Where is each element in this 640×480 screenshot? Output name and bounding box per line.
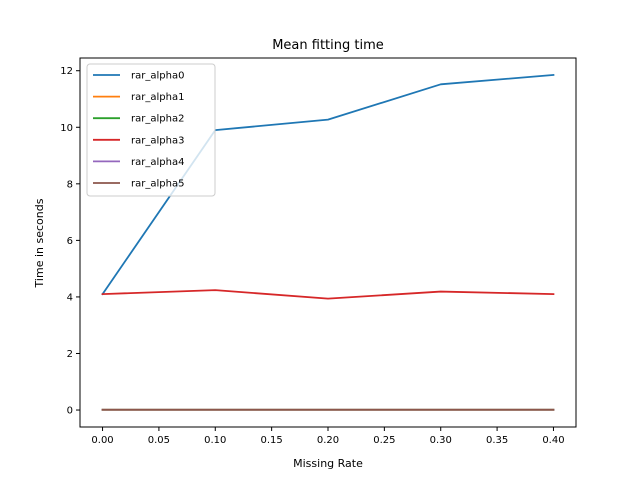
legend-label-rar_alpha1: rar_alpha1 xyxy=(131,92,184,103)
x-tick-label: 0.10 xyxy=(204,435,226,446)
y-axis-label: Time in seconds xyxy=(33,198,46,288)
y-tick-label: 6 xyxy=(67,236,73,247)
legend-label-rar_alpha3: rar_alpha3 xyxy=(131,135,184,146)
series-line-rar_alpha3 xyxy=(101,289,555,300)
x-tick-label: 0.15 xyxy=(261,435,283,446)
legend-box xyxy=(86,63,216,197)
x-tick-label: 0.35 xyxy=(486,435,508,446)
x-axis-label: Missing Rate xyxy=(293,457,363,470)
x-tick-label: 0.00 xyxy=(91,435,113,446)
y-tick-label: 2 xyxy=(67,349,73,360)
x-tick-label: 0.25 xyxy=(373,435,395,446)
chart-title: Mean fitting time xyxy=(272,38,384,53)
legend-label-rar_alpha0: rar_alpha0 xyxy=(131,71,184,82)
y-tick-label: 4 xyxy=(67,292,73,303)
x-tick-label: 0.30 xyxy=(430,435,452,446)
y-tick-label: 8 xyxy=(67,179,73,190)
legend-label-rar_alpha4: rar_alpha4 xyxy=(131,157,184,168)
legend-label-rar_alpha5: rar_alpha5 xyxy=(131,179,184,190)
y-tick-label: 10 xyxy=(60,123,73,134)
y-tick-label: 12 xyxy=(60,66,73,77)
y-tick-label: 0 xyxy=(67,406,73,417)
x-axis: 0.00 0.05 0.10 0.15 0.20 0.25 0.30 0.35 0.40 xyxy=(91,427,565,446)
x-tick-label: 0.05 xyxy=(148,435,170,446)
legend-label-rar_alpha2: rar_alpha2 xyxy=(131,114,184,125)
y-axis: 0 2 4 6 8 10 12 xyxy=(60,66,80,417)
x-tick-label: 0.40 xyxy=(542,435,564,446)
x-tick-label: 0.20 xyxy=(317,435,339,446)
legend: rar_alpha0 rar_alpha1 rar_alpha2 rar_alpha3… xyxy=(86,63,216,197)
